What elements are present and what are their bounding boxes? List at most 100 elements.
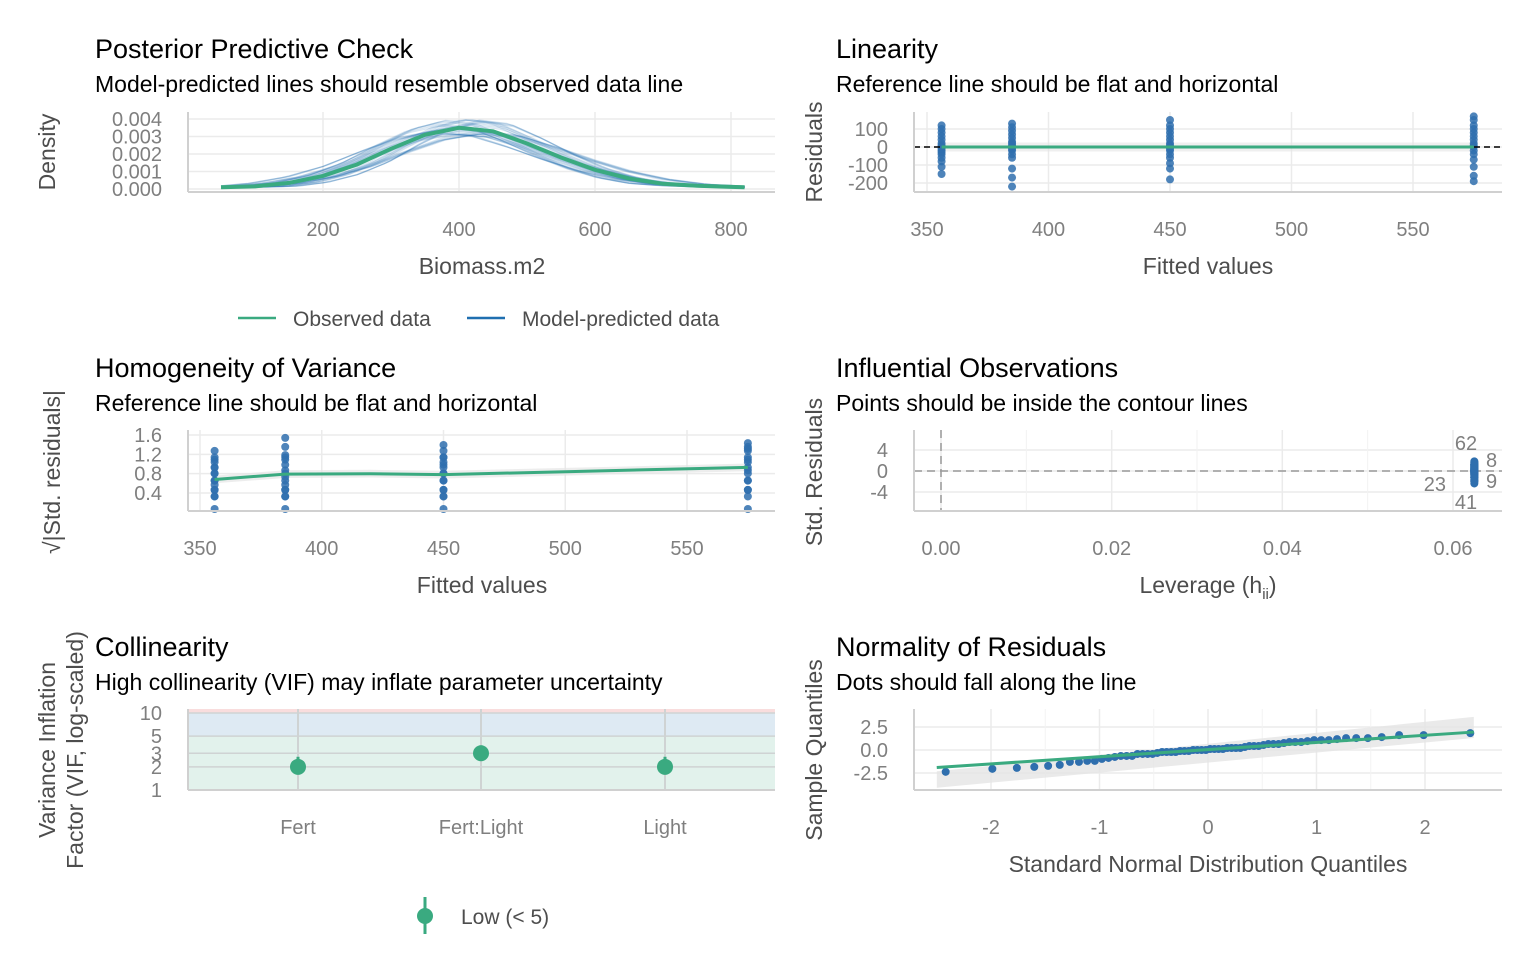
ppc-y-tick: 0.004	[112, 109, 162, 131]
influential-ylabel: Std. Residuals	[801, 398, 827, 546]
homogeneity-point	[281, 433, 290, 442]
collinearity-y-tick: 5	[151, 726, 162, 748]
linearity-point	[1469, 171, 1478, 180]
linearity-x-tick: 400	[1032, 219, 1065, 241]
linearity-point	[937, 121, 946, 130]
linearity-point	[1008, 173, 1017, 182]
predicted-density-line	[220, 133, 745, 188]
homogeneity-point	[439, 485, 448, 494]
influential-subtitle: Points should be inside the contour line…	[836, 390, 1248, 416]
linearity-point	[937, 170, 946, 178]
linearity-point	[1008, 164, 1017, 173]
collinearity-x-tick: Fert:Light	[439, 817, 524, 839]
collinearity-y-tick: 2	[151, 757, 162, 779]
predicted-density-line	[220, 122, 745, 188]
linearity-point	[1469, 162, 1478, 171]
homogeneity-point	[439, 492, 448, 501]
collinearity-title: Collinearity	[95, 632, 229, 662]
homogeneity-x-tick: 350	[183, 538, 216, 560]
normality-x-tick: -2	[982, 817, 1000, 839]
linearity-x-tick: 550	[1396, 219, 1429, 241]
legend-low-key-point	[417, 908, 433, 924]
normality-y-tick: 2.5	[860, 717, 888, 739]
homogeneity-ylabel: √|Std. residuals|	[39, 390, 65, 554]
normality-ylabel: Sample Quantiles	[801, 659, 827, 841]
homogeneity-x-tick: 450	[427, 538, 460, 560]
ppc-xlabel: Biomass.m2	[419, 253, 546, 279]
influential-title: Influential Observations	[836, 353, 1118, 383]
legend-observed-label: Observed data	[293, 308, 431, 331]
influential-y-tick: 0	[877, 461, 888, 483]
normality-xlabel: Standard Normal Distribution Quantiles	[1009, 851, 1408, 877]
homogeneity-xlabel: Fitted values	[417, 572, 547, 598]
homogeneity-point	[281, 442, 290, 451]
homogeneity-point	[439, 446, 448, 455]
homogeneity-point	[743, 469, 752, 478]
homogeneity-point	[439, 476, 448, 485]
observed-density-line	[220, 125, 745, 190]
ppc-y-tick: 0.000	[112, 179, 162, 201]
normality-x-tick: 1	[1311, 817, 1322, 839]
normality-point	[1030, 762, 1039, 771]
linearity-x-tick: 450	[1153, 219, 1186, 241]
linearity-y-tick: 100	[855, 119, 888, 141]
influential-x-tick: 0.06	[1434, 538, 1473, 560]
homogeneity-subtitle: Reference line should be flat and horizo…	[95, 390, 537, 416]
normality-x-tick: 2	[1419, 817, 1430, 839]
influential-x-tick: 0.04	[1263, 538, 1302, 560]
homogeneity-y-tick: 0.8	[134, 464, 162, 486]
linearity-point	[1008, 182, 1017, 191]
homogeneity-point	[743, 492, 752, 501]
collinearity-subtitle: High collinearity (VIF) may inflate para…	[95, 669, 663, 695]
linearity-point	[1008, 119, 1017, 128]
ppc-x-tick: 600	[578, 219, 611, 241]
linearity-point	[1469, 112, 1478, 121]
ppc-legend: Observed data Model-predicted data	[238, 308, 720, 331]
ppc-subtitle: Model-predicted lines should resemble ob…	[95, 71, 683, 97]
predicted-density-line	[220, 131, 745, 188]
normality-x-tick: -1	[1091, 817, 1109, 839]
collinearity-ylabel: Variance InflationFactor (VIF, log-scale…	[34, 631, 88, 869]
collinearity-y-tick: 3	[151, 743, 162, 765]
homogeneity-title: Homogeneity of Variance	[95, 353, 396, 383]
homogeneity-point	[743, 442, 752, 451]
vif-point	[657, 758, 673, 775]
influential-x-tick: 0.00	[922, 538, 961, 560]
ppc-x-tick: 400	[442, 219, 475, 241]
ppc-x-tick: 200	[306, 219, 339, 241]
normality-point	[941, 767, 950, 776]
predicted-density-line	[220, 132, 745, 188]
normality-y-tick: -2.5	[854, 763, 888, 785]
influential-point	[1470, 457, 1479, 466]
influential-point-label: 41	[1455, 492, 1477, 514]
predicted-density-line	[220, 124, 745, 188]
homogeneity-point	[281, 451, 290, 460]
homogeneity-point	[210, 469, 219, 478]
normality-point	[1055, 760, 1064, 769]
influential-point-label: 23	[1424, 474, 1446, 496]
legend-low-label: Low (< 5)	[461, 906, 549, 929]
homogeneity-point	[281, 480, 290, 489]
normality-point	[1090, 756, 1099, 765]
normality-title: Normality of Residuals	[836, 632, 1106, 662]
influential-y-tick: 4	[877, 440, 888, 462]
ppc-y-tick: 0.002	[112, 144, 162, 166]
homogeneity-point	[210, 485, 219, 494]
linearity-ylabel: Residuals	[801, 102, 827, 203]
normality-x-tick: 0	[1202, 817, 1213, 839]
homogeneity-point	[743, 453, 752, 462]
linearity-x-tick: 500	[1275, 219, 1308, 241]
normality-subtitle: Dots should fall along the line	[836, 669, 1136, 695]
ppc-ylabel: Density	[34, 113, 60, 190]
influential-point-label: 8	[1486, 450, 1497, 472]
legend-predicted-label: Model-predicted data	[522, 308, 720, 331]
homogeneity-x-tick: 550	[670, 538, 703, 560]
homogeneity-point	[210, 446, 219, 455]
linearity-point	[1166, 175, 1174, 184]
homogeneity-point	[210, 492, 219, 501]
influential-point-label: 9	[1486, 471, 1497, 493]
normality-point	[1044, 761, 1053, 770]
collinearity-y-tick: 1	[151, 780, 162, 802]
homogeneity-point	[439, 453, 448, 462]
